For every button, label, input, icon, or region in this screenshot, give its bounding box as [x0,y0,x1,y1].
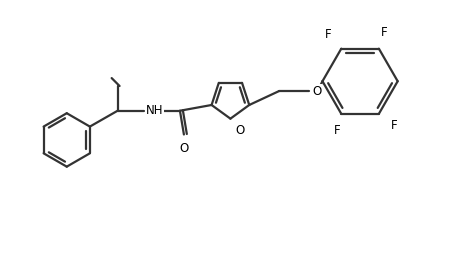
Text: F: F [334,124,340,137]
Text: F: F [325,28,332,41]
Text: O: O [235,124,245,137]
Text: O: O [179,142,189,155]
Text: O: O [312,85,322,98]
Text: F: F [391,119,397,132]
Text: F: F [381,26,387,39]
Text: NH: NH [145,104,163,117]
